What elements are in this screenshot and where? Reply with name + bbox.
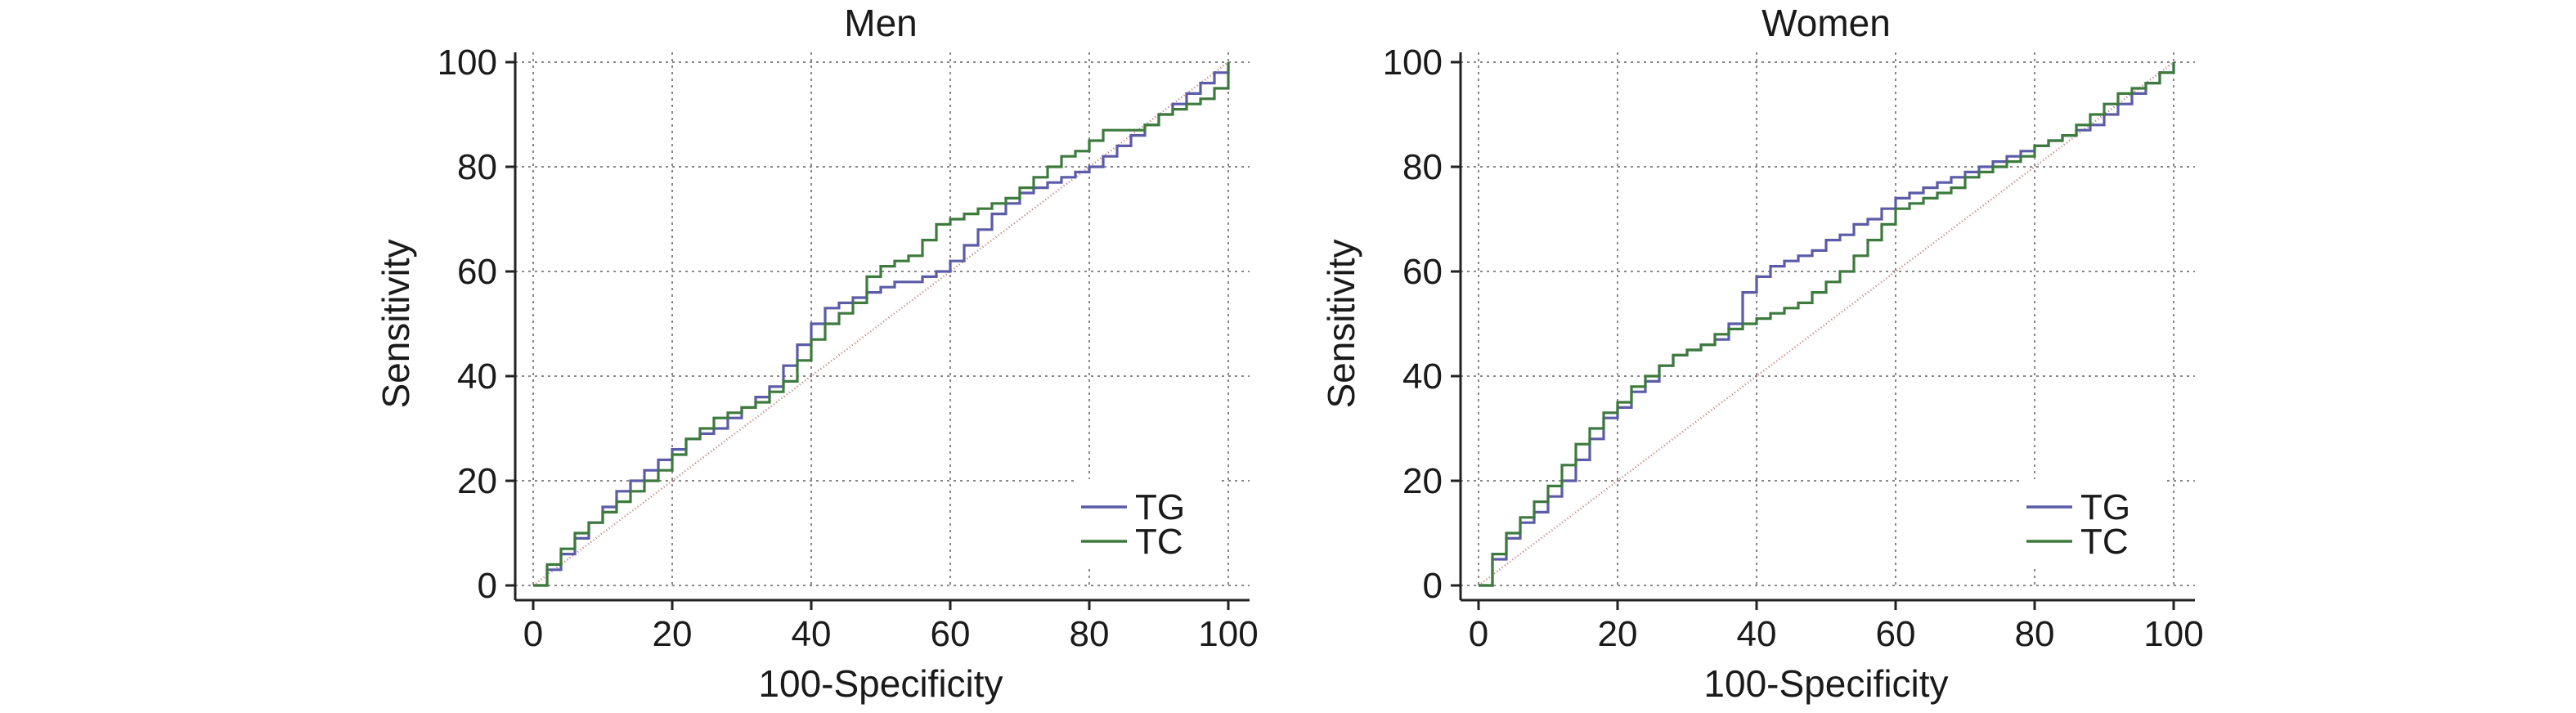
x-axis-label: 100-Specificity [1703, 662, 1948, 705]
reference-diagonal-line [532, 61, 1229, 586]
y-tick-label: 20 [457, 461, 497, 501]
legend-label-tc: TC [2080, 522, 2129, 562]
x-tick-label: 100 [2143, 614, 2203, 654]
x-tick-label: 80 [1070, 614, 1110, 654]
series-line-tc [1479, 62, 2175, 587]
legend-label-tg: TG [2080, 487, 2130, 527]
y-tick-label: 100 [1383, 43, 1443, 83]
y-tick-label: 60 [1402, 252, 1443, 292]
x-tick-label: 0 [1469, 614, 1488, 654]
x-tick-label: 40 [792, 614, 832, 654]
x-axis-label: 100-Specificity [758, 662, 1003, 705]
x-tick-label: 20 [1598, 614, 1638, 654]
x-tick-label: 60 [931, 614, 971, 654]
y-tick-label: 0 [478, 566, 497, 606]
legend-label-tc: TC [1135, 522, 1183, 562]
legend-label-tg: TG [1135, 487, 1185, 527]
y-axis-label: Sensitivity [1320, 239, 1362, 408]
x-tick-label: 40 [1737, 614, 1777, 654]
reference-diagonal-line [1478, 61, 2174, 586]
y-tick-label: 80 [1402, 147, 1443, 187]
y-tick-label: 80 [457, 147, 497, 187]
chart-title: Men [844, 2, 917, 44]
x-tick-label: 80 [2015, 614, 2055, 654]
chart-title: Women [1761, 2, 1891, 44]
y-tick-label: 40 [1402, 356, 1443, 397]
y-tick-label: 0 [1423, 566, 1443, 606]
y-tick-label: 20 [1402, 461, 1443, 501]
series-line-tg [533, 62, 1230, 587]
legend-background [1075, 479, 1218, 567]
chart-panel-2: 0 20 40 60 80 100 0 20 40 60 80 100 Women 100-Specifi… [1320, 2, 2204, 705]
y-tick-label: 40 [457, 356, 497, 397]
x-tick-label: 100 [1198, 614, 1258, 654]
series-line-tc [533, 62, 1230, 587]
y-tick-label: 60 [457, 252, 497, 292]
legend-background [2020, 479, 2164, 567]
y-tick-label: 100 [438, 43, 497, 83]
x-tick-label: 20 [653, 614, 693, 654]
y-axis-label: Sensitivity [375, 239, 417, 408]
x-tick-label: 60 [1876, 614, 1916, 654]
x-tick-label: 0 [523, 614, 543, 654]
chart-panel-1: 0 20 40 60 80 100 0 20 40 60 80 100 Men 100-Specifici… [375, 2, 1259, 705]
